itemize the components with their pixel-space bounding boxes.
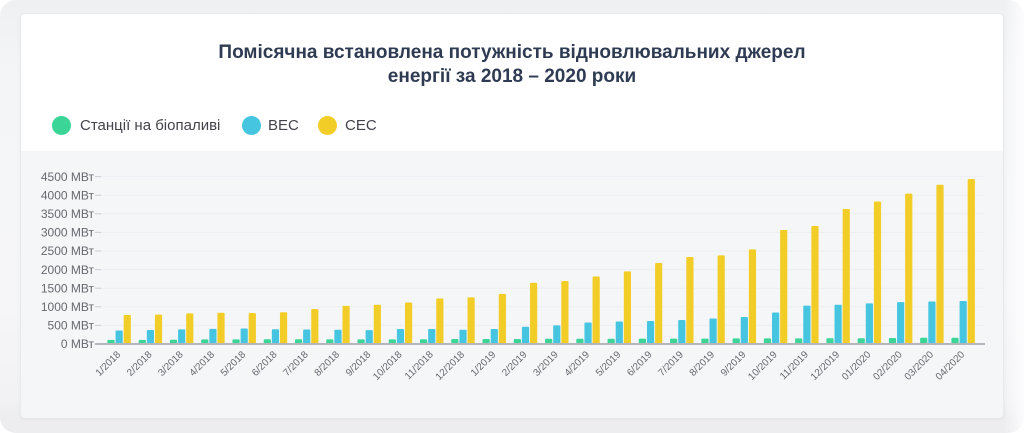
svg-text:7/2018: 7/2018 [281, 349, 311, 379]
svg-text:4/2019: 4/2019 [563, 349, 593, 379]
svg-text:04/2020: 04/2020 [934, 349, 968, 383]
svg-text:12/2018: 12/2018 [434, 349, 468, 383]
svg-text:3/2019: 3/2019 [531, 349, 561, 379]
svg-text:1/2019: 1/2019 [469, 349, 499, 379]
svg-text:11/2019: 11/2019 [778, 349, 811, 382]
svg-text:11/2018: 11/2018 [403, 349, 436, 382]
svg-text:1500 МВт: 1500 МВт [41, 281, 95, 295]
svg-text:1/2018: 1/2018 [94, 349, 124, 379]
svg-text:4000 МВт: 4000 МВт [41, 188, 95, 202]
svg-text:12/2019: 12/2019 [809, 349, 843, 383]
svg-text:3/2018: 3/2018 [156, 349, 186, 379]
svg-text:1000 МВт: 1000 МВт [41, 300, 95, 314]
svg-text:2000 МВт: 2000 МВт [41, 263, 95, 277]
svg-text:4/2018: 4/2018 [188, 349, 218, 379]
svg-text:6/2018: 6/2018 [250, 349, 280, 379]
svg-text:0 МВт: 0 МВт [61, 337, 95, 351]
svg-text:2500 МВт: 2500 МВт [41, 244, 95, 258]
svg-text:3000 МВт: 3000 МВт [41, 226, 95, 240]
svg-text:500 МВт: 500 МВт [48, 319, 95, 333]
svg-text:9/2019: 9/2019 [719, 349, 749, 379]
svg-text:4500 МВт: 4500 МВт [41, 170, 95, 184]
svg-text:7/2019: 7/2019 [657, 349, 687, 379]
svg-text:10/2019: 10/2019 [746, 349, 780, 383]
svg-text:10/2018: 10/2018 [371, 349, 405, 383]
svg-text:03/2020: 03/2020 [903, 349, 937, 383]
svg-text:5/2019: 5/2019 [594, 349, 624, 379]
svg-text:02/2020: 02/2020 [871, 349, 905, 383]
svg-text:8/2018: 8/2018 [313, 349, 343, 379]
svg-text:6/2019: 6/2019 [625, 349, 655, 379]
svg-text:2/2019: 2/2019 [500, 349, 530, 379]
svg-text:5/2018: 5/2018 [219, 349, 249, 379]
svg-text:9/2018: 9/2018 [344, 349, 374, 379]
svg-text:01/2020: 01/2020 [840, 349, 874, 383]
svg-text:8/2019: 8/2019 [688, 349, 718, 379]
svg-text:3500 МВт: 3500 МВт [41, 207, 95, 221]
svg-text:2/2018: 2/2018 [125, 349, 155, 379]
